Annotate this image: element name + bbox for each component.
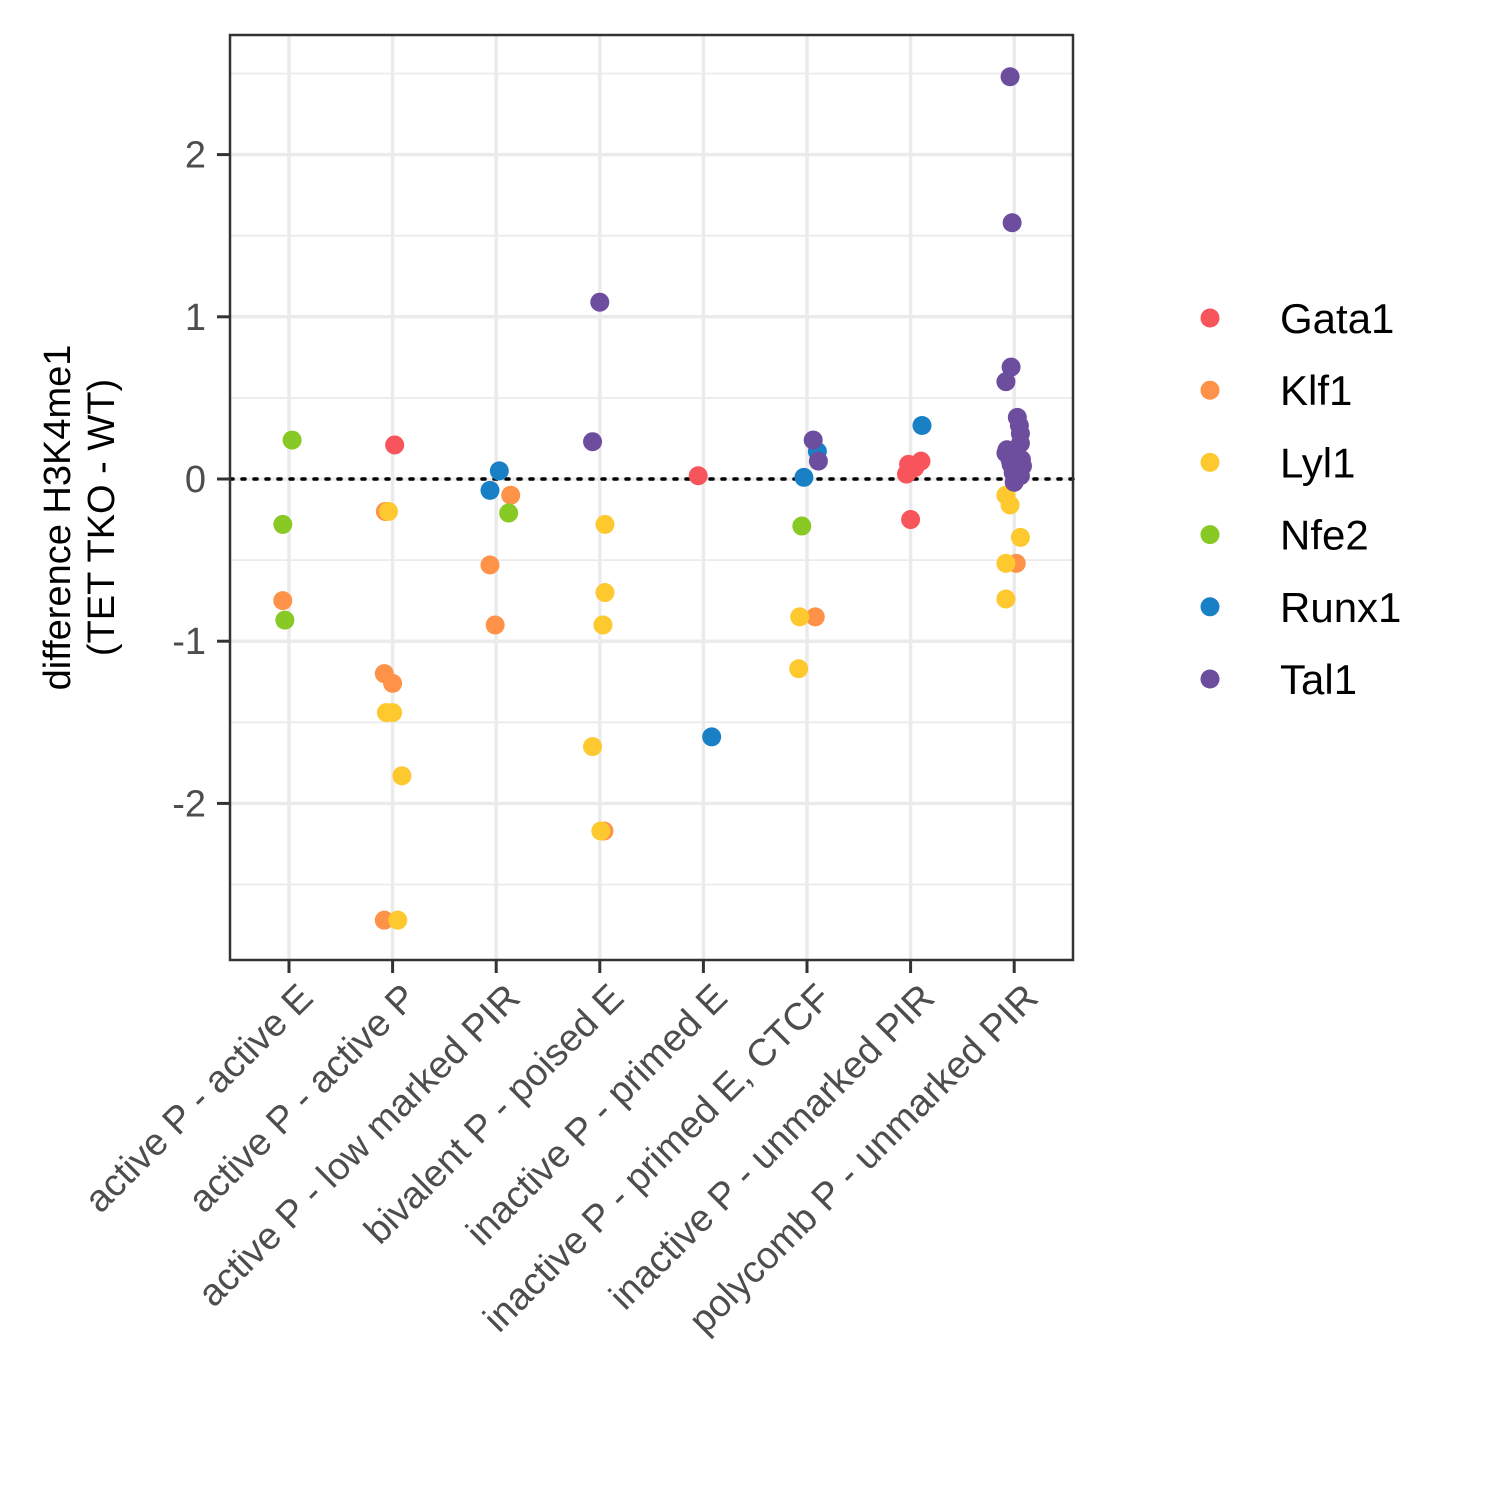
point-lyl1 — [583, 737, 603, 757]
legend-label: Tal1 — [1280, 656, 1357, 703]
point-tal1 — [808, 451, 828, 471]
point-gata1 — [688, 466, 708, 486]
point-klf1 — [383, 673, 403, 693]
point-tal1 — [583, 432, 603, 452]
legend-label: Gata1 — [1280, 295, 1394, 342]
point-nfe2 — [275, 610, 295, 630]
point-lyl1 — [595, 514, 615, 534]
point-klf1 — [805, 607, 825, 627]
point-lyl1 — [790, 607, 810, 627]
point-nfe2 — [792, 516, 812, 536]
point-lyl1 — [591, 821, 611, 841]
point-tal1 — [1001, 357, 1021, 377]
point-runx1 — [489, 461, 509, 481]
point-tal1 — [1004, 472, 1024, 492]
y-tick-label: 2 — [185, 135, 206, 177]
panel-border — [228, 33, 1075, 962]
point-lyl1 — [996, 553, 1016, 573]
y-axis: 2 1 0 -1 -2 — [172, 135, 230, 825]
legend-label: Runx1 — [1280, 584, 1401, 631]
data-points — [273, 67, 1032, 930]
legend-label: Lyl1 — [1280, 439, 1356, 486]
y-axis-title-line: difference H3K4me1 — [37, 345, 79, 691]
point-lyl1 — [392, 766, 412, 786]
point-nfe2 — [499, 503, 519, 523]
point-lyl1 — [1000, 495, 1020, 515]
point-gata1 — [385, 435, 405, 455]
point-gata1 — [911, 451, 931, 471]
y-tick-label: -2 — [172, 783, 206, 825]
legend-key-klf1 — [1200, 380, 1220, 400]
point-lyl1 — [378, 501, 398, 521]
point-nfe2 — [282, 430, 302, 450]
point-lyl1 — [996, 589, 1016, 609]
point-lyl1 — [789, 659, 809, 679]
point-lyl1 — [383, 703, 403, 723]
point-nfe2 — [273, 514, 293, 534]
point-tal1 — [1002, 213, 1022, 233]
legend-label: Klf1 — [1280, 367, 1352, 414]
y-tick-label: -1 — [172, 621, 206, 663]
legend-key-nfe2 — [1200, 525, 1220, 545]
point-lyl1 — [593, 615, 613, 635]
point-runx1 — [702, 727, 722, 747]
point-klf1 — [273, 591, 293, 611]
y-tick-label: 0 — [185, 459, 206, 501]
point-tal1 — [590, 292, 610, 312]
point-gata1 — [901, 510, 921, 530]
legend: Gata1 Klf1 Lyl1 Nfe2 Runx1 Tal1 — [1200, 295, 1401, 703]
point-lyl1 — [1010, 527, 1030, 547]
legend-key-gata1 — [1200, 308, 1220, 328]
point-tal1 — [803, 430, 823, 450]
point-klf1 — [374, 910, 394, 930]
point-tal1 — [996, 372, 1016, 392]
legend-key-runx1 — [1200, 597, 1220, 617]
point-lyl1 — [595, 583, 615, 603]
point-runx1 — [480, 480, 500, 500]
point-klf1 — [501, 485, 521, 505]
point-klf1 — [485, 615, 505, 635]
point-tal1 — [1000, 67, 1020, 87]
legend-label: Nfe2 — [1280, 512, 1369, 559]
legend-key-lyl1 — [1200, 452, 1220, 472]
y-tick-label: 1 — [185, 297, 206, 339]
point-runx1 — [794, 467, 814, 487]
y-axis-title-line: (TET TKO - WT) — [81, 379, 123, 656]
point-klf1 — [480, 555, 500, 575]
point-runx1 — [912, 415, 932, 435]
legend-key-tal1 — [1200, 669, 1220, 689]
y-axis-title: difference H3K4me1(TET TKO - WT) — [37, 345, 123, 691]
point-lyl1 — [388, 910, 408, 930]
